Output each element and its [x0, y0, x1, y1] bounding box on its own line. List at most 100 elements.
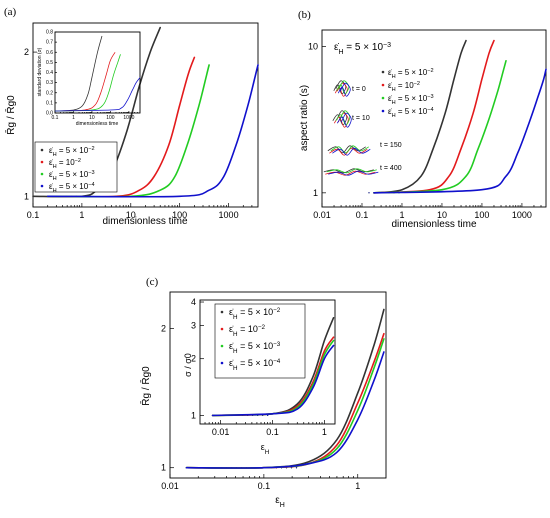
strain-rate-annotation: ε̇H = 5 × 10−3 — [334, 42, 391, 56]
rate-value: = 5 × 10 — [238, 358, 274, 368]
x-tick-label: 100 — [172, 210, 187, 220]
rate-subscript: H — [392, 113, 396, 119]
legend-marker — [220, 344, 224, 348]
legend-marker — [40, 148, 44, 152]
label-subscript: H — [265, 449, 270, 456]
x-tick-label: 1 — [79, 210, 84, 220]
rate-exponent: −2 — [427, 68, 433, 74]
time-label: t = 10 — [352, 115, 370, 122]
y-tick-label: 0.8 — [46, 30, 53, 36]
rate-exponent: −2 — [258, 324, 266, 331]
legend-marker — [220, 327, 224, 331]
legend-entry: ε̇H = 5 × 10−3 — [229, 341, 281, 355]
y-axis-label: R̄g / R̄g0 — [139, 366, 152, 406]
panel-label: (a) — [4, 6, 17, 18]
inset-y-axis-label: standard deviation (σ) — [37, 47, 43, 96]
rate-value: = 10 — [396, 81, 415, 90]
x-axis-label: dimensionless time — [102, 216, 187, 227]
rate-value: = 5 × 10 — [238, 307, 274, 317]
inset-x-axis-label: εH — [261, 442, 270, 456]
rate-value: = 5 × 10 — [396, 68, 428, 77]
x-tick-label: 0.1 — [27, 210, 40, 220]
rate-symbol: ε̇ — [334, 42, 339, 53]
rate-exponent: −2 — [273, 307, 281, 314]
rate-symbol: ε̇ — [49, 182, 54, 191]
legend-entry: ε̇H = 10−2 — [388, 81, 420, 93]
rate-symbol: ε̇ — [388, 107, 393, 116]
legend-entry: ε̇H = 5 × 10−3 — [388, 94, 434, 106]
rate-exponent: −4 — [427, 107, 433, 113]
legend-marker — [381, 96, 385, 100]
y-tick-label: 1 — [161, 463, 166, 473]
rate-exponent: −3 — [427, 94, 433, 100]
legend-marker — [381, 70, 385, 74]
inset-y-axis-label: σ / σ0 — [183, 353, 193, 377]
y-tick-label: 0.4 — [46, 70, 53, 76]
label-text: ε — [261, 442, 265, 452]
x-tick-label: 0.1 — [266, 427, 279, 437]
rate-symbol: ε̇ — [229, 307, 234, 317]
rate-subscript: H — [392, 87, 396, 93]
x-tick-label: 0.1 — [52, 115, 59, 121]
legend-marker — [40, 160, 44, 164]
data-point — [290, 467, 293, 469]
y-tick-label: 10 — [308, 42, 318, 52]
y-tick-label: 0.0 — [46, 111, 53, 117]
series-line-1 — [373, 39, 467, 194]
x-tick-label: 10 — [126, 210, 136, 220]
rate-value: = 5 × 10 — [396, 94, 428, 103]
x-tick-label: 0.01 — [161, 481, 179, 491]
series-line-4 — [185, 351, 385, 469]
x-tick-label: 10 — [89, 115, 95, 121]
x-tick-label: 1000 — [219, 210, 239, 220]
legend-entry: ε̇H = 10−2 — [49, 158, 81, 170]
rate-value: = 5 × 10 — [57, 182, 89, 191]
x-tick-label: 1 — [72, 115, 75, 121]
rate-symbol: ε̇ — [388, 94, 393, 103]
series-line-4 — [54, 77, 141, 112]
label-subscript: H — [280, 502, 285, 509]
x-tick-label: 1000 — [123, 115, 134, 121]
x-tick-label: 1 — [355, 481, 360, 491]
chain-configuration — [337, 82, 351, 97]
rate-symbol: ε̇ — [229, 324, 234, 334]
legend-box — [214, 303, 306, 379]
y-tick-label: 0.7 — [46, 40, 53, 46]
y-tick-label: 1 — [191, 410, 196, 420]
series-line-1 — [54, 35, 103, 112]
legend-entry: ε̇H = 5 × 10−3 — [49, 170, 95, 182]
series-line-4 — [211, 344, 335, 417]
legend-marker — [40, 172, 44, 176]
series-line-3 — [373, 60, 507, 194]
rate-subscript: H — [338, 49, 343, 56]
x-tick-label: 0.1 — [258, 481, 271, 491]
panel-label: (c) — [146, 276, 159, 288]
y-tick-label: 2 — [161, 324, 166, 334]
x-tick-label: 1 — [399, 210, 404, 220]
panel-label: (b) — [298, 9, 311, 21]
legend-marker — [381, 83, 385, 87]
time-label: t = 150 — [380, 142, 402, 149]
legend-marker — [220, 310, 224, 314]
rate-subscript: H — [53, 176, 57, 182]
inset-x-axis-label: dimensionless time — [76, 121, 119, 127]
chain-configuration — [336, 112, 352, 128]
y-tick-label: 0.1 — [46, 100, 53, 106]
legend-entry: ε̇H = 5 × 10−4 — [49, 182, 95, 194]
rate-subscript: H — [53, 164, 57, 170]
rate-subscript: H — [53, 152, 57, 158]
legend-marker — [381, 109, 385, 113]
chain-configuration — [326, 168, 377, 174]
y-tick-label: 0.2 — [46, 90, 53, 96]
x-tick-label: 1 — [322, 427, 327, 437]
rate-symbol: ε̇ — [49, 170, 54, 179]
series-line-2 — [54, 52, 116, 112]
rate-value: = 5 × 10 — [57, 146, 89, 155]
legend-box — [34, 141, 118, 193]
rate-value: = 5 × 10 — [344, 42, 384, 53]
rate-subscript: H — [233, 348, 238, 355]
series-line-4 — [46, 64, 259, 198]
chain-configuration — [332, 110, 348, 126]
series-line-3 — [54, 54, 121, 112]
